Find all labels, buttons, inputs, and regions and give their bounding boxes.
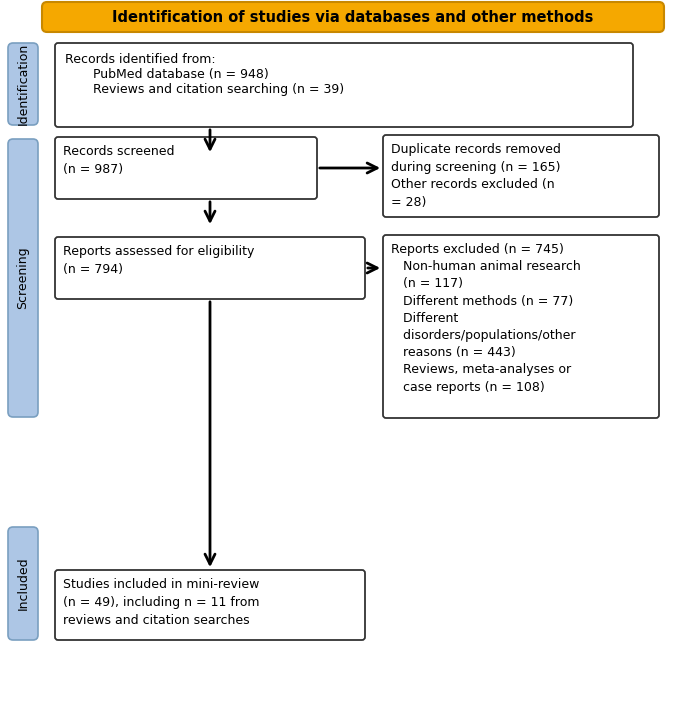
Text: PubMed database (n = 948): PubMed database (n = 948) [65, 68, 269, 81]
Text: Duplicate records removed
during screening (n = 165)
Other records excluded (n
=: Duplicate records removed during screeni… [391, 143, 561, 209]
FancyBboxPatch shape [383, 135, 659, 217]
FancyBboxPatch shape [42, 2, 664, 32]
FancyBboxPatch shape [55, 137, 317, 199]
Text: Screening: Screening [16, 247, 30, 310]
FancyBboxPatch shape [55, 237, 365, 299]
Text: Reports excluded (n = 745)
   Non-human animal research
   (n = 117)
   Differen: Reports excluded (n = 745) Non-human ani… [391, 243, 581, 394]
Text: Included: Included [16, 557, 30, 610]
FancyBboxPatch shape [8, 43, 38, 125]
Text: Reports assessed for eligibility
(n = 794): Reports assessed for eligibility (n = 79… [63, 245, 255, 276]
Text: Identification: Identification [16, 43, 30, 125]
Text: Reviews and citation searching (n = 39): Reviews and citation searching (n = 39) [65, 83, 344, 96]
Text: Studies included in mini-review
(n = 49), including n = 11 from
reviews and cita: Studies included in mini-review (n = 49)… [63, 578, 259, 627]
Text: Records screened
(n = 987): Records screened (n = 987) [63, 145, 175, 176]
Text: Records identified from:: Records identified from: [65, 53, 216, 66]
Text: Identification of studies via databases and other methods: Identification of studies via databases … [112, 9, 594, 25]
FancyBboxPatch shape [383, 235, 659, 418]
FancyBboxPatch shape [8, 527, 38, 640]
FancyBboxPatch shape [55, 570, 365, 640]
FancyBboxPatch shape [55, 43, 633, 127]
FancyBboxPatch shape [8, 139, 38, 417]
